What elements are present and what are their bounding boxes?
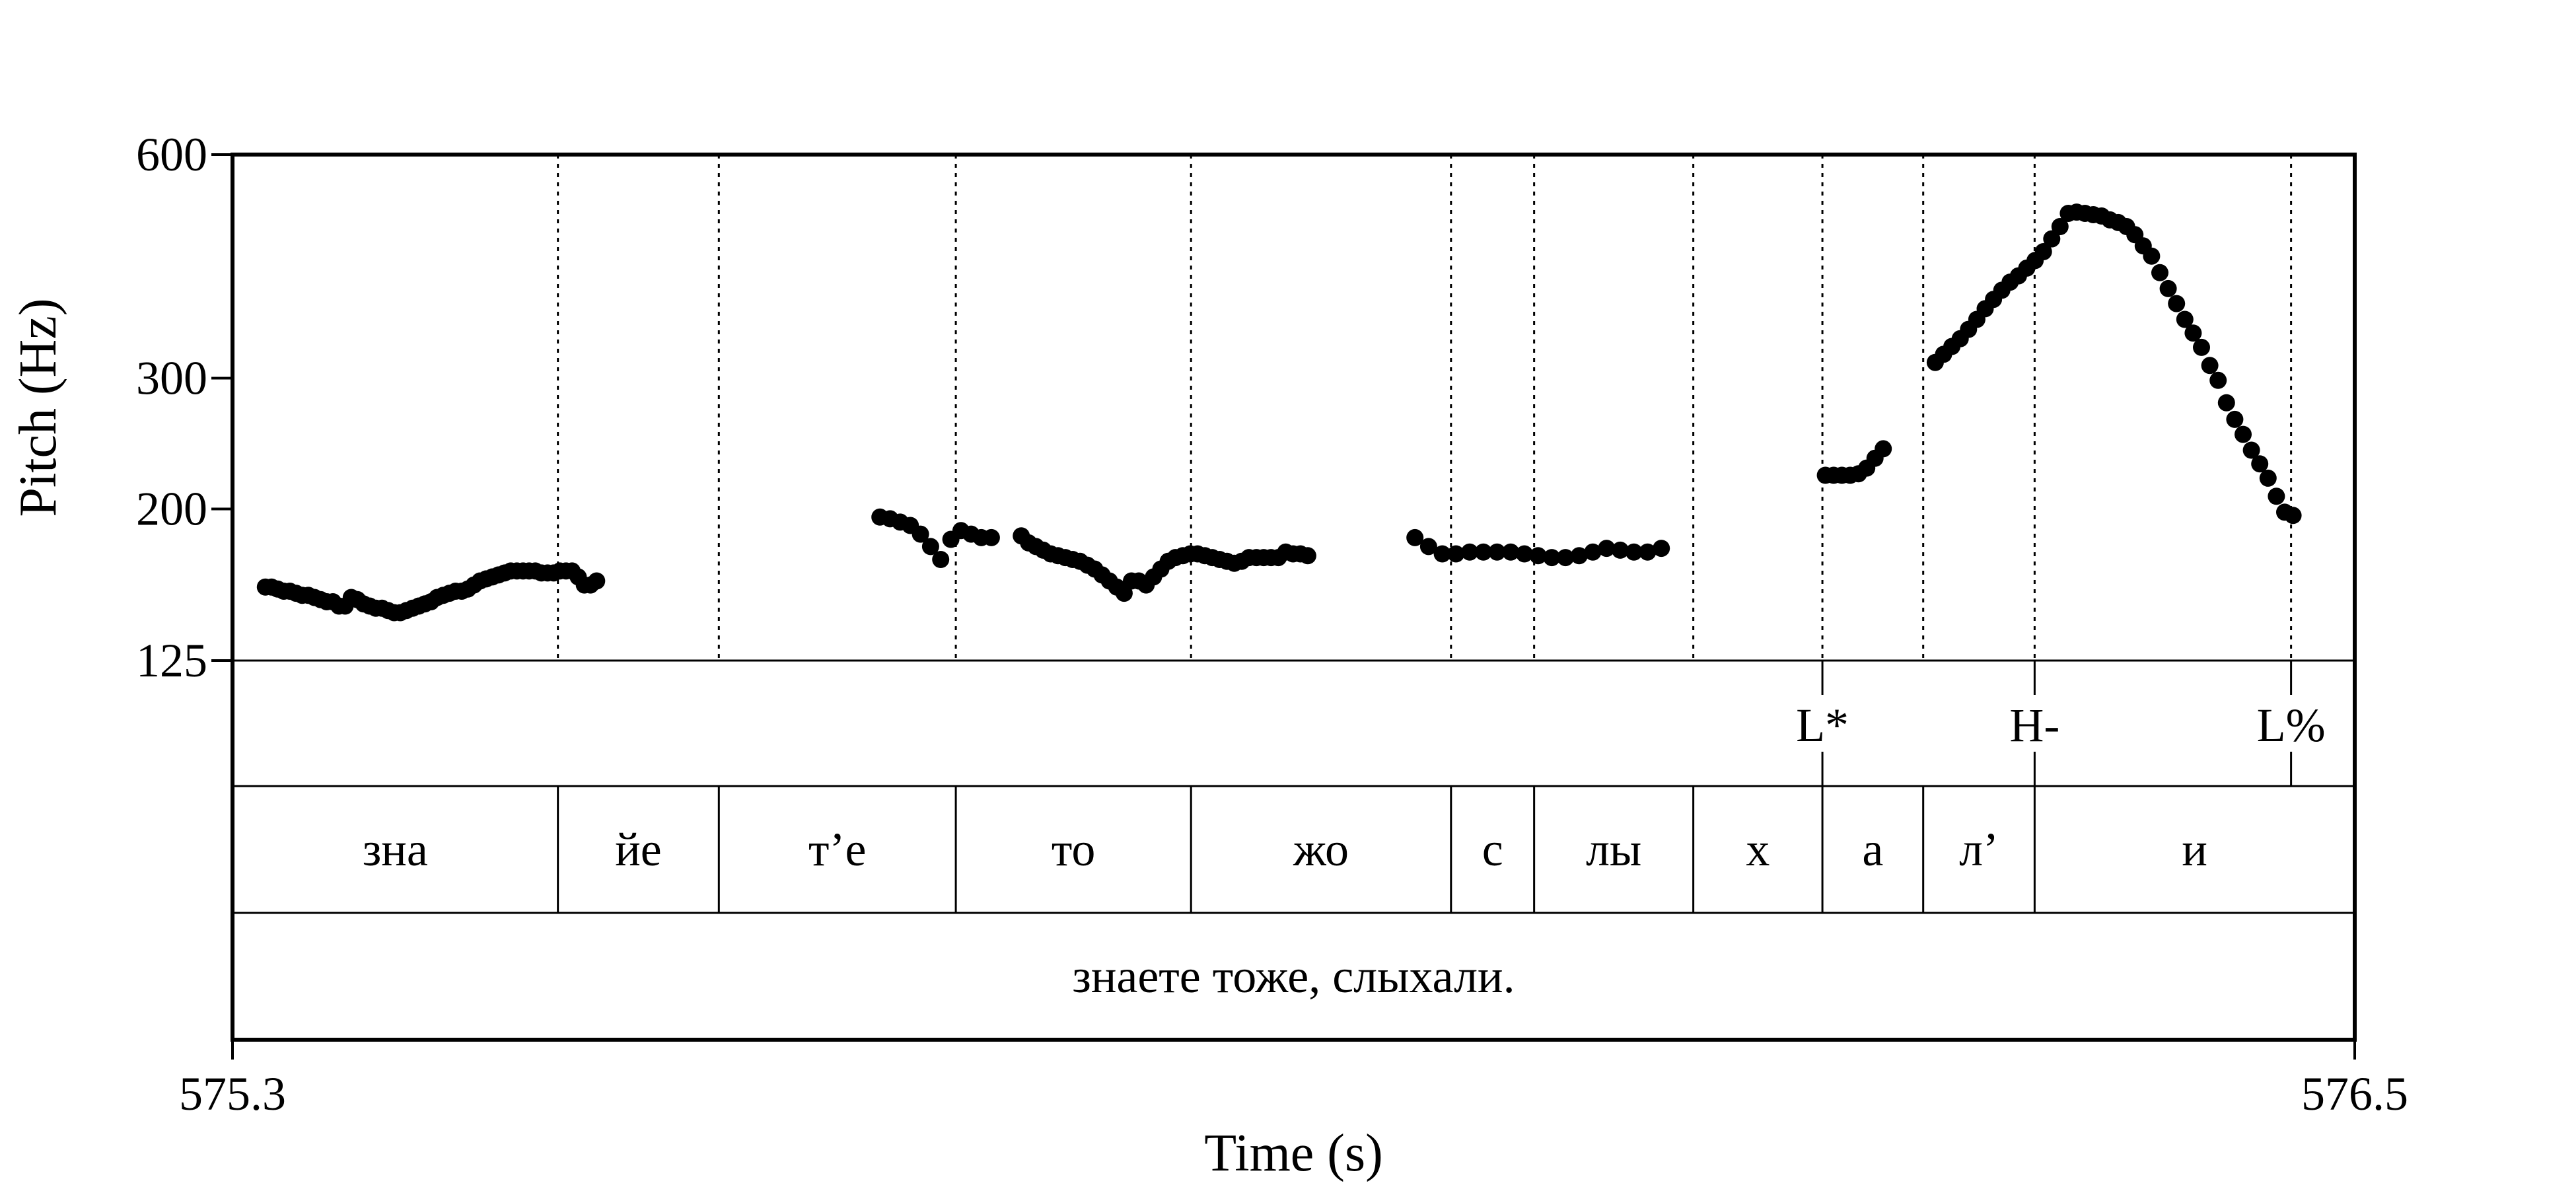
pitch-point	[1299, 547, 1316, 565]
pitch-point	[2151, 264, 2168, 281]
pitch-point	[1419, 538, 1437, 556]
syllable-label: а	[1862, 823, 1883, 876]
pitch-point	[1515, 545, 1533, 563]
pitch-point	[2235, 425, 2252, 443]
pitch-point	[2193, 338, 2210, 356]
pitch-point	[2242, 441, 2260, 459]
syllable-label: и	[2182, 823, 2207, 876]
pitch-point	[1488, 543, 1506, 561]
y-tick-label: 125	[136, 634, 207, 687]
tone-label: L%	[2257, 699, 2326, 752]
pitch-point	[2184, 324, 2202, 342]
pitch-point	[1598, 540, 1616, 558]
syllable-label: лы	[1586, 823, 1641, 876]
pitch-point	[1433, 545, 1451, 563]
pitch-point	[2251, 455, 2269, 473]
pitch-point	[1502, 543, 1520, 561]
pitch-point	[1406, 528, 1424, 546]
pitch-point	[921, 538, 939, 556]
x-tick-label: 576.5	[2301, 1067, 2408, 1120]
y-tick-label: 200	[136, 482, 207, 535]
pitch-point	[2201, 357, 2219, 375]
chart-border	[231, 153, 2357, 1042]
y-axis-title: Pitch (Hz)	[9, 298, 67, 517]
boundary-lines	[557, 155, 2293, 661]
pitch-point	[912, 525, 929, 543]
utterance-text: знаете тоже, слыхали.	[1072, 950, 1515, 1003]
pitch-point	[932, 551, 950, 568]
pitch-point	[1625, 543, 1643, 561]
pitch-point	[2143, 247, 2161, 265]
syllable-label: йе	[615, 823, 662, 876]
syllable-label: с	[1482, 823, 1503, 876]
pitch-point	[1639, 543, 1657, 561]
y-tick-label: 600	[136, 128, 207, 181]
tone-label: L*	[1796, 699, 1849, 752]
pitch-track	[256, 203, 2302, 622]
pitch-point	[1584, 543, 1602, 561]
pitch-point	[588, 572, 606, 590]
pitch-point	[2176, 310, 2194, 328]
pitch-point	[2259, 469, 2277, 487]
plot-frame	[231, 153, 2357, 1042]
syllable-label: то	[1052, 823, 1096, 876]
syllable-label: х	[1746, 823, 1770, 876]
pitch-point	[1557, 549, 1575, 567]
axes: 600 300 200 125 575.3 576.5 Time (s) Pitch (Hz)	[9, 128, 2408, 1182]
pitch-point	[2209, 371, 2227, 389]
pitch-point	[2034, 243, 2052, 260]
pitch-point	[2284, 507, 2302, 524]
pitch-point	[1653, 540, 1670, 558]
syllable-label: жо	[1293, 823, 1349, 876]
x-tick-label: 575.3	[179, 1067, 286, 1120]
pitch-point	[2043, 230, 2061, 248]
annotation-tiers: L* H- L% зна йе т’е то жо с лы х а л’ и знаете тоже, с…	[363, 661, 2326, 1003]
pitch-point	[2159, 279, 2177, 297]
pitch-point	[1570, 547, 1588, 565]
pitch-point	[1447, 545, 1465, 563]
pitch-point	[1474, 543, 1492, 561]
y-tick-label: 300	[136, 351, 207, 404]
tone-label: H-	[2009, 699, 2059, 752]
syllable-label: зна	[363, 823, 428, 876]
pitch-point	[982, 528, 1000, 546]
pitch-point	[2051, 218, 2069, 235]
pitch-point	[1461, 543, 1479, 561]
pitch-point	[1612, 541, 1629, 559]
pitch-point	[1543, 549, 1561, 567]
x-axis-title: Time (s)	[1204, 1124, 1382, 1182]
pitch-point	[2226, 410, 2244, 428]
pitch-point	[2268, 487, 2285, 505]
syllable-label: л’	[1959, 823, 1999, 876]
syllable-label: т’е	[808, 823, 866, 876]
pitch-point	[1529, 547, 1547, 565]
pitch-point	[2168, 295, 2186, 312]
pitch-point	[2217, 394, 2235, 412]
pitch-point	[1875, 440, 1892, 458]
